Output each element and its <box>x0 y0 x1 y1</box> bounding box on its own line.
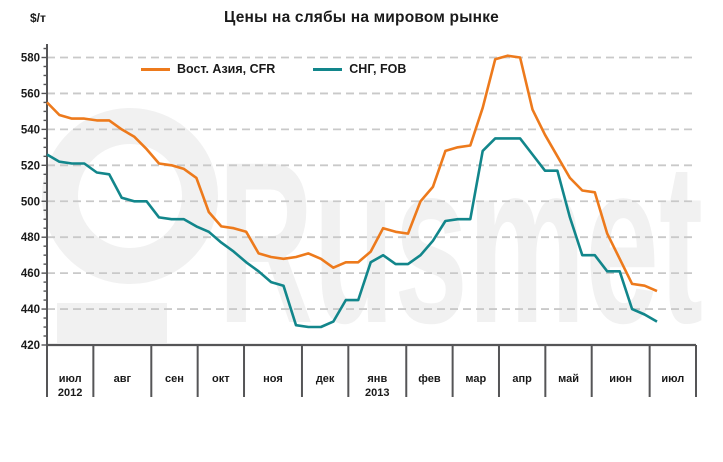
chart-title: Цены на слябы на мировом рынке <box>224 9 499 26</box>
legend-swatch-fob <box>313 67 343 71</box>
y-tick-label-480: 480 <box>21 232 40 244</box>
y-tick-label-540: 540 <box>21 124 40 136</box>
x-month-label-9: апр <box>512 373 532 385</box>
legend-swatch-cfr <box>141 67 170 71</box>
x-month-label-10: май <box>558 373 579 385</box>
y-tick-label-560: 560 <box>21 88 40 100</box>
series-line-1 <box>46 137 658 329</box>
x-year-label-0: 2012 <box>58 387 82 399</box>
x-month-label-7: фев <box>418 373 441 385</box>
x-month-label-2: сен <box>165 373 184 385</box>
y-tick-label-440: 440 <box>21 304 40 316</box>
y-axis-unit-label: $/т <box>30 11 46 25</box>
watermark-ring <box>42 108 218 284</box>
legend-label-fob: СНГ, FOB <box>349 62 407 76</box>
series-line-0 <box>46 54 658 293</box>
x-month-label-8: мар <box>465 373 486 385</box>
legend-label-cfr: Вост. Азия, CFR <box>177 62 276 76</box>
y-tick-label-520: 520 <box>21 160 40 172</box>
y-tick-label-500: 500 <box>21 196 40 208</box>
x-month-label-4: ноя <box>263 373 283 385</box>
legend-item-cfr: Вост. Азия, CFR <box>141 62 275 76</box>
x-month-label-5: дек <box>316 373 335 385</box>
y-tick-label-460: 460 <box>21 268 40 280</box>
y-tick-label-580: 580 <box>21 53 40 65</box>
x-month-label-11: июн <box>609 373 632 385</box>
legend: Вост. Азия, CFR СНГ, FOB <box>141 62 406 76</box>
legend-item-fob: СНГ, FOB <box>313 62 406 76</box>
x-month-label-3: окт <box>212 373 230 385</box>
x-month-label-1: авг <box>114 373 132 385</box>
watermark: Rusmet <box>42 108 703 371</box>
x-year-label-6: 2013 <box>365 387 389 399</box>
x-month-label-12: июл <box>661 373 684 385</box>
watermark-text: Rusmet <box>218 114 703 371</box>
x-month-label-0: июл <box>59 373 82 385</box>
x-month-label-6: янв <box>367 373 387 385</box>
y-tick-label-420: 420 <box>21 340 40 352</box>
